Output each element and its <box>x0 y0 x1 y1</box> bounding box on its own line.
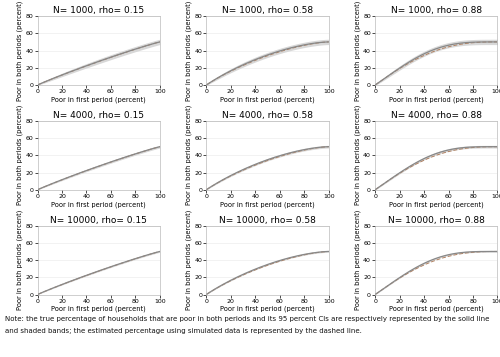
X-axis label: Poor in first period (percent): Poor in first period (percent) <box>389 306 484 312</box>
Y-axis label: Poor in both periods (percent): Poor in both periods (percent) <box>354 210 361 310</box>
X-axis label: Poor in first period (percent): Poor in first period (percent) <box>389 96 484 103</box>
X-axis label: Poor in first period (percent): Poor in first period (percent) <box>220 96 315 103</box>
Title: N= 4000, rho= 0.15: N= 4000, rho= 0.15 <box>53 111 144 120</box>
Y-axis label: Poor in both periods (percent): Poor in both periods (percent) <box>186 0 192 101</box>
Y-axis label: Poor in both periods (percent): Poor in both periods (percent) <box>17 210 24 310</box>
Y-axis label: Poor in both periods (percent): Poor in both periods (percent) <box>17 105 24 206</box>
Title: N= 1000, rho= 0.88: N= 1000, rho= 0.88 <box>391 6 482 15</box>
Y-axis label: Poor in both periods (percent): Poor in both periods (percent) <box>354 105 361 206</box>
X-axis label: Poor in first period (percent): Poor in first period (percent) <box>52 96 146 103</box>
Title: N= 10000, rho= 0.88: N= 10000, rho= 0.88 <box>388 216 485 225</box>
X-axis label: Poor in first period (percent): Poor in first period (percent) <box>220 306 315 312</box>
Y-axis label: Poor in both periods (percent): Poor in both periods (percent) <box>354 0 361 101</box>
Title: N= 1000, rho= 0.58: N= 1000, rho= 0.58 <box>222 6 313 15</box>
Y-axis label: Poor in both periods (percent): Poor in both periods (percent) <box>186 210 192 310</box>
Y-axis label: Poor in both periods (percent): Poor in both periods (percent) <box>186 105 192 206</box>
Text: Note: the true percentage of households that are poor in both periods and its 95: Note: the true percentage of households … <box>5 316 490 322</box>
X-axis label: Poor in first period (percent): Poor in first period (percent) <box>52 306 146 312</box>
Text: and shaded bands; the estimated percentage using simulated data is represented b: and shaded bands; the estimated percenta… <box>5 328 362 335</box>
Title: N= 4000, rho= 0.58: N= 4000, rho= 0.58 <box>222 111 313 120</box>
X-axis label: Poor in first period (percent): Poor in first period (percent) <box>389 201 484 207</box>
Title: N= 4000, rho= 0.88: N= 4000, rho= 0.88 <box>391 111 482 120</box>
Title: N= 1000, rho= 0.15: N= 1000, rho= 0.15 <box>53 6 144 15</box>
Title: N= 10000, rho= 0.58: N= 10000, rho= 0.58 <box>219 216 316 225</box>
Title: N= 10000, rho= 0.15: N= 10000, rho= 0.15 <box>50 216 147 225</box>
Y-axis label: Poor in both periods (percent): Poor in both periods (percent) <box>17 0 24 101</box>
X-axis label: Poor in first period (percent): Poor in first period (percent) <box>220 201 315 207</box>
X-axis label: Poor in first period (percent): Poor in first period (percent) <box>52 201 146 207</box>
